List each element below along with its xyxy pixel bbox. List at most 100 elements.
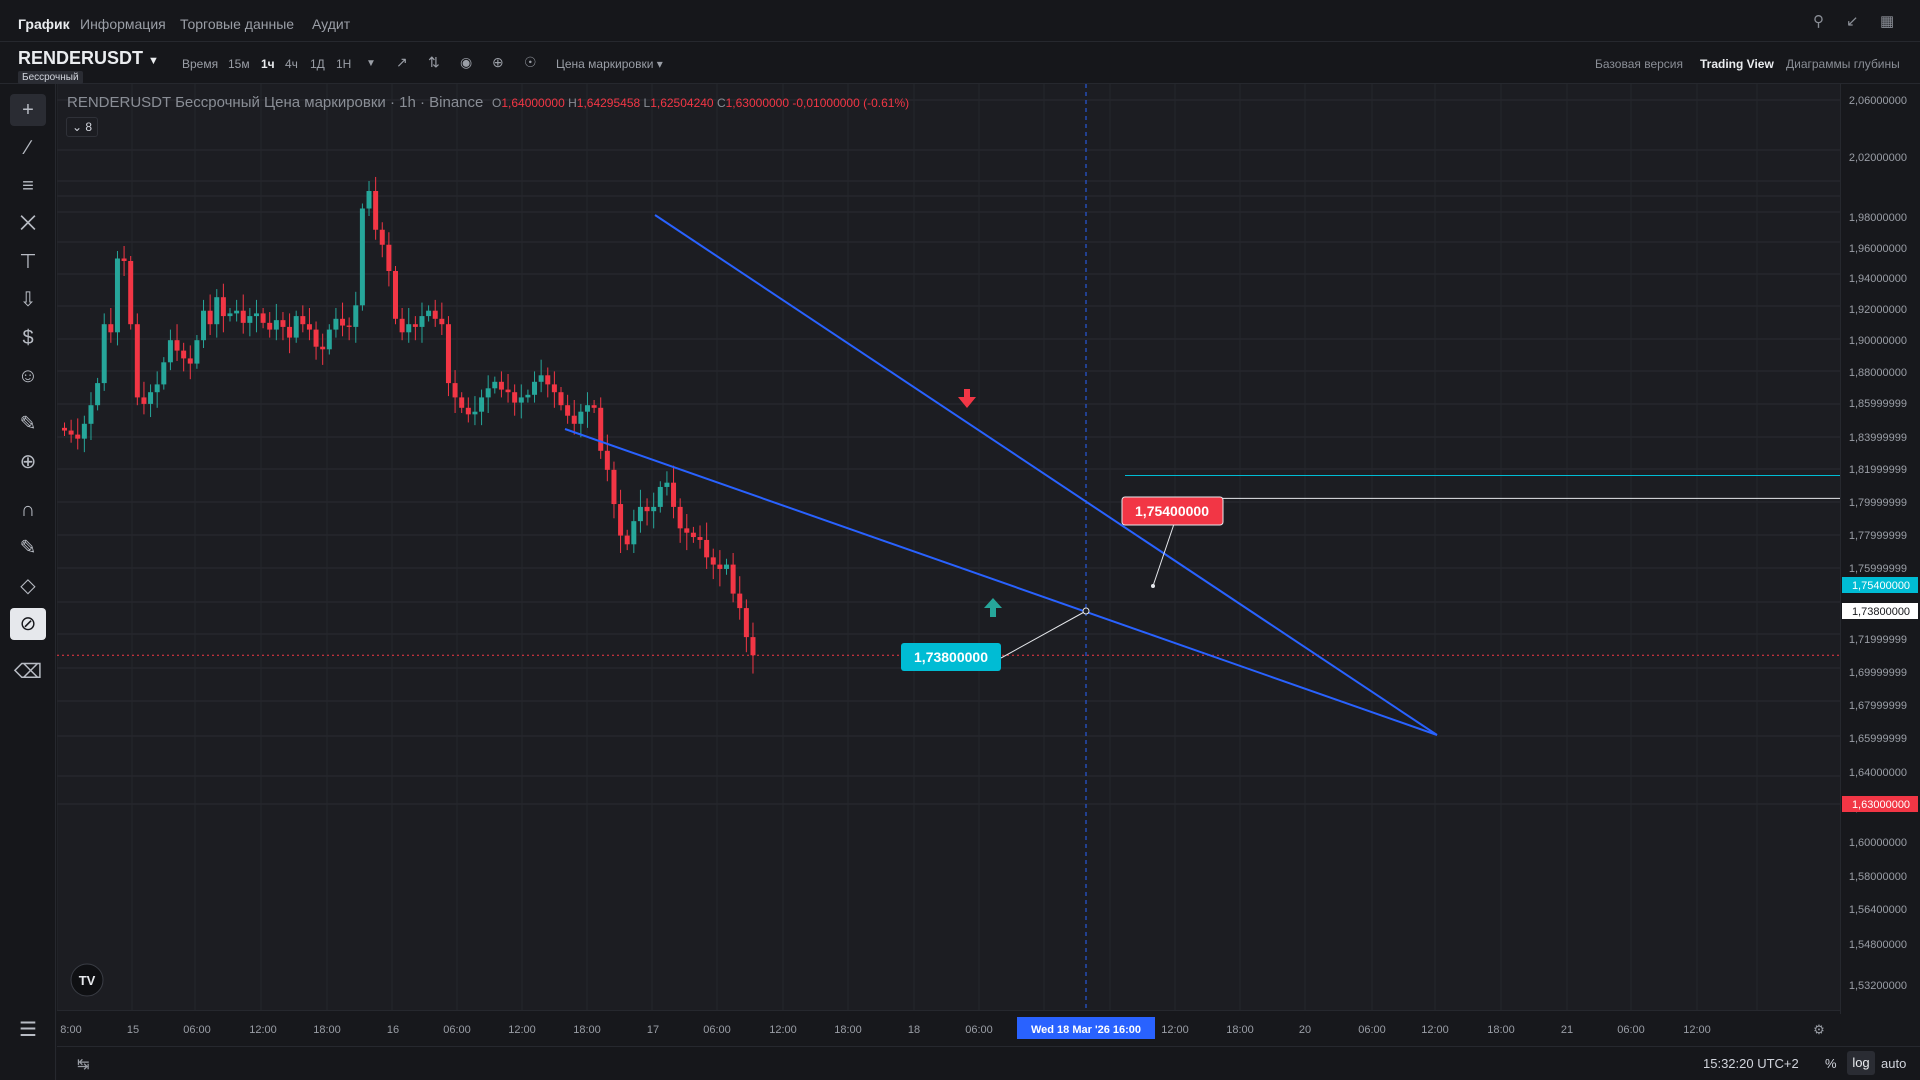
candle-body [598, 407, 604, 451]
crosshair-time-label: Wed 18 Mar '26 16:00 [1031, 1024, 1141, 1036]
price-tick-label: 1,71999999 [1849, 634, 1907, 646]
candle-body [393, 271, 398, 319]
candle-body [300, 316, 306, 325]
bell-icon[interactable]: ⚲ [1813, 13, 1824, 30]
timeframe-1h[interactable]: 1ч [261, 57, 275, 71]
price-tick-label: 1,65999999 [1849, 733, 1907, 745]
pattern-icon[interactable]: ⨉ [20, 213, 36, 235]
tab-trading-data[interactable]: Торговые данные [180, 16, 295, 32]
price-tick-label: 1,58000000 [1849, 871, 1907, 883]
layers-icon[interactable]: ☰ [19, 1019, 37, 1041]
crosshair-icon[interactable]: + [10, 94, 46, 126]
candle-body [591, 405, 597, 408]
candle-body [293, 316, 299, 338]
candle-body [194, 340, 200, 364]
clock-display[interactable]: 15:32:20 UTC+2 [1703, 1056, 1799, 1071]
callout-anchor-red [1151, 584, 1155, 588]
ruler-icon[interactable]: ✎ [19, 413, 37, 435]
price-chart[interactable]: 1,75400000 1,73800000 TV [57, 84, 1840, 1010]
settings-icon[interactable]: ☉ [524, 54, 537, 70]
chart-canvas[interactable]: 1,75400000 1,73800000 TV [57, 84, 1840, 1014]
projection-icon[interactable]: ⊤ [19, 251, 37, 273]
candle-body [81, 423, 87, 439]
price-tick-label: 2,02000000 [1849, 152, 1907, 164]
emoji-icon[interactable]: ☺ [17, 365, 39, 387]
horizontal-lines-icon[interactable]: ≡ [22, 175, 34, 197]
collapse-icon[interactable]: ↙ [1846, 13, 1859, 30]
goto-date-icon[interactable]: ↹ [77, 1056, 90, 1073]
candle-body [651, 506, 657, 512]
time-tick-label: 18:00 [1226, 1024, 1254, 1036]
view-tradingview[interactable]: Trading View [1700, 57, 1774, 71]
mark-price-dropdown[interactable]: Цена маркировки ▾ [556, 57, 663, 71]
candle-body [472, 411, 478, 415]
candle-body [359, 208, 365, 306]
candle-body [426, 310, 432, 317]
callout-anchor-teal [1082, 607, 1090, 615]
timeframe-15m[interactable]: 15м [228, 57, 250, 71]
candle-body [578, 411, 584, 424]
candle-body [637, 506, 643, 522]
candle-body [346, 325, 352, 327]
time-scale[interactable]: 8:00 15 06:00 12:00 18:00 16 06:00 12:00 18:00 17… [57, 1010, 1840, 1046]
timeframe-1d[interactable]: 1Д [310, 57, 325, 71]
candle-body [234, 310, 240, 314]
chart-type-icon[interactable]: ⇅ [428, 54, 440, 70]
layout-grid-icon[interactable]: ▦ [1880, 13, 1895, 30]
time-tick-label: 12:00 [508, 1024, 536, 1036]
price-tick-label: 1,83999999 [1849, 432, 1907, 444]
timeframe-1w[interactable]: 1Н [336, 57, 352, 71]
callout-teal [901, 643, 1001, 671]
candle-body [584, 405, 590, 412]
lock-drawing-icon[interactable]: ✎ [19, 537, 37, 559]
candle-body [717, 564, 723, 569]
time-tick-label: 16 [387, 1024, 399, 1036]
indicators-icon[interactable]: ↗ [396, 54, 408, 70]
magnet-icon[interactable]: ∩ [20, 499, 36, 521]
timeframe-4h[interactable]: 4ч [285, 57, 298, 71]
price-tick-label: 1,94000000 [1849, 273, 1907, 285]
trash-icon[interactable]: ⌫ [13, 661, 43, 683]
time-tick-label: 06:00 [703, 1024, 731, 1036]
tab-info[interactable]: Информация [80, 16, 166, 32]
zoom-in-icon[interactable]: ⊕ [19, 451, 37, 473]
candle-body [366, 191, 372, 209]
price-tick-label: 1,92000000 [1849, 304, 1907, 316]
legend-collapse-button[interactable]: ⌄ 8 [66, 117, 98, 137]
candle-body [214, 297, 220, 325]
candle-body [551, 384, 557, 393]
candle-body [273, 320, 279, 330]
log-toggle[interactable]: log [1847, 1051, 1875, 1075]
time-tick-label: 18:00 [834, 1024, 862, 1036]
price-tick-label: 1,96000000 [1849, 243, 1907, 255]
tab-audit[interactable]: Аудит [312, 16, 351, 32]
candle-body [201, 310, 207, 341]
price-tag-current [1842, 796, 1918, 812]
lock-icon[interactable]: ◇ [20, 575, 36, 597]
auto-toggle[interactable]: auto [1881, 1056, 1907, 1071]
time-tick-label: 06:00 [443, 1024, 471, 1036]
add-icon[interactable]: ⊕ [492, 54, 504, 70]
candle-body [141, 397, 147, 404]
hide-drawings-icon[interactable]: ⊘ [10, 608, 46, 640]
dollar-icon[interactable]: $ [22, 327, 34, 349]
candle-body [452, 383, 458, 398]
view-basic[interactable]: Базовая версия [1595, 57, 1683, 71]
timeframe-dropdown-icon[interactable]: ▼ [366, 58, 376, 69]
price-scale[interactable]: 2,06000000 2,02000000 1,98000000 1,96000000… [1840, 84, 1920, 1014]
view-depth[interactable]: Диаграммы глубины [1786, 57, 1900, 71]
camera-icon[interactable]: ◉ [460, 54, 473, 70]
percent-toggle[interactable]: % [1825, 1056, 1837, 1071]
candle-body [518, 397, 524, 403]
time-tick-label: 12:00 [1421, 1024, 1449, 1036]
candle-body [737, 593, 743, 609]
candle-body [181, 350, 187, 359]
candle-body [386, 244, 392, 271]
candle-body [439, 318, 445, 325]
candle-body [432, 310, 438, 319]
candle-body [445, 324, 451, 384]
tab-chart[interactable]: График [18, 16, 70, 32]
symbol-selector[interactable]: RENDERUSDT ▼ [18, 48, 159, 68]
arrow-down-tool-icon[interactable]: ⇩ [19, 289, 37, 311]
trendline-icon[interactable]: ∕ [26, 137, 30, 159]
